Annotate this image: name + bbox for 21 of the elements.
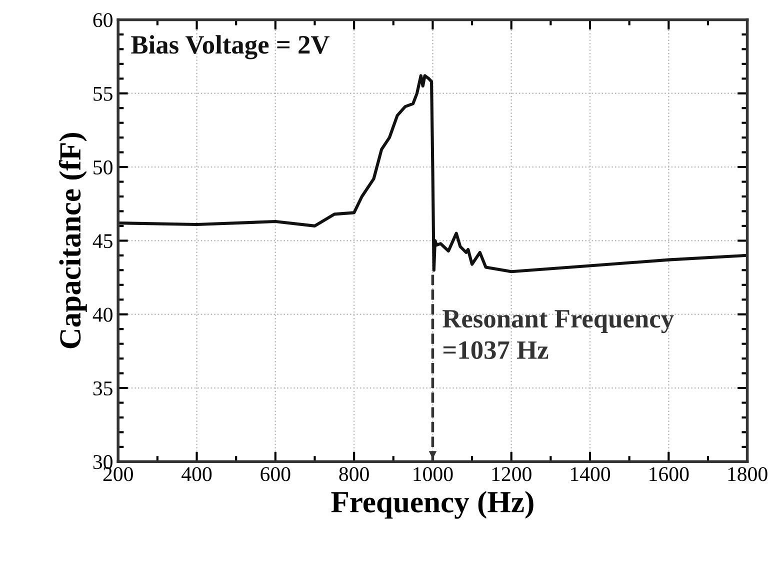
y-axis-title: Capacitance (fF) <box>58 132 87 348</box>
y-tick-label: 35 <box>93 381 112 396</box>
y-tick-label: 40 <box>92 308 112 322</box>
line-series <box>118 74 748 274</box>
x-tick-label: 1600 <box>650 467 689 482</box>
x-tick-label: 200 <box>103 467 133 482</box>
y-tick-label: 55 <box>94 86 112 101</box>
x-tick-label: 1200 <box>492 467 532 482</box>
y-tick-label: 60 <box>93 13 112 28</box>
y-tick-label: 50 <box>94 160 112 174</box>
annotation: Bias Voltage = 2V <box>131 35 330 60</box>
y-tick-label: 30 <box>93 455 112 470</box>
x-tick-label: 1400 <box>571 467 610 482</box>
annotation: Resonant Frequency =1037 Hz <box>442 310 674 360</box>
x-tick-label: 600 <box>260 467 290 482</box>
x-tick-label: 800 <box>339 467 369 482</box>
x-tick-label: 1000 <box>414 467 453 482</box>
x-tick-label: 400 <box>182 467 212 482</box>
y-tick-label: 45 <box>92 234 112 248</box>
x-axis-title: Frequency (Hz) <box>331 490 534 519</box>
x-tick-label: 1800 <box>728 467 768 482</box>
